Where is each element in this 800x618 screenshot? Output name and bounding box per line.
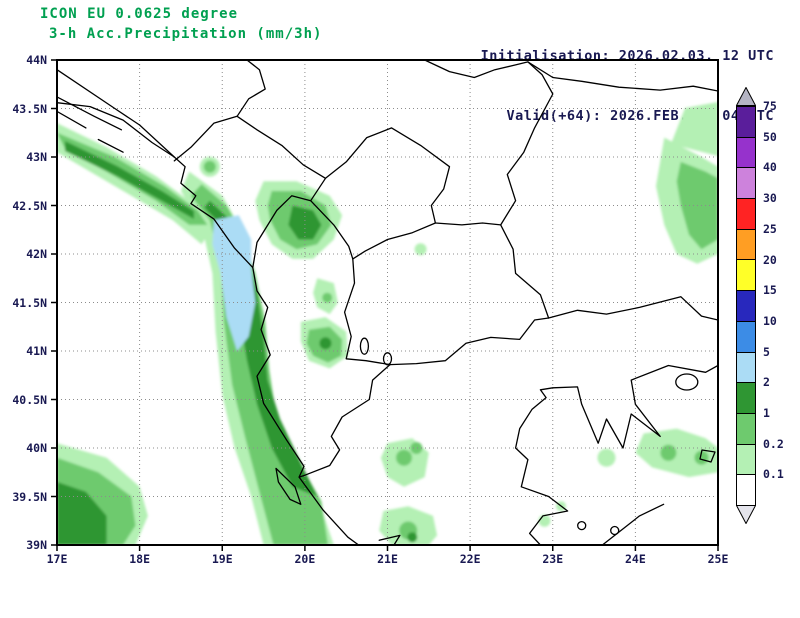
precip-area-dark <box>288 205 322 240</box>
border-kosovo <box>310 127 451 260</box>
colorbar-boundary-label: 15 <box>763 283 777 298</box>
border-macedonia-bulgaria <box>500 224 550 319</box>
precip-area-light <box>671 102 718 156</box>
colorbar-boundary-label: 10 <box>763 313 777 328</box>
lat-tick-label: 41N <box>26 344 47 358</box>
coastline-islands <box>97 138 124 153</box>
colorbar-boundary-label: 30 <box>763 191 777 206</box>
map-canvas <box>51 59 719 551</box>
lon-tick-label: 20E <box>294 552 316 566</box>
border-croatia-bosnia <box>57 102 175 158</box>
colorbar-segment <box>737 198 755 229</box>
island-euboea <box>601 503 665 545</box>
colorbar-segment <box>737 443 755 475</box>
border-bulgaria-greece <box>547 296 718 321</box>
axis-ticks <box>51 59 719 551</box>
coastline-aegean <box>514 364 718 545</box>
graticule <box>57 60 718 545</box>
map-frame <box>56 59 719 546</box>
island-corfu <box>275 467 302 505</box>
precip-area-dark <box>407 532 418 543</box>
lat-tick-label: 42.5N <box>12 198 47 213</box>
border-macedonia-greece <box>389 317 550 366</box>
island-limnos <box>699 449 716 463</box>
border-danube <box>424 60 718 92</box>
colorbar-segment <box>737 351 755 383</box>
colorbar-segment <box>737 290 755 321</box>
border-montenegro-albania <box>252 195 312 269</box>
lat-tick-label: 43N <box>26 150 47 164</box>
colorbar-segment <box>737 382 755 413</box>
precip-area-blue <box>212 215 256 351</box>
colorbar-segment <box>737 228 755 260</box>
precip-area-dark <box>65 141 194 219</box>
island-thasos <box>675 373 699 391</box>
lat-tick-label: 42N <box>26 247 47 261</box>
border-serbia-macedonia <box>434 222 502 226</box>
lon-tick-label: 19E <box>211 552 233 566</box>
lat-axis: 44N 43.5N 43N 42.5N 42N 41.5N 41N 40.5N 40N 39.5N… <box>0 0 47 618</box>
lake-ohrid <box>359 337 370 355</box>
lat-tick-label: 39N <box>26 538 47 552</box>
colorbar-boundary-label: 1 <box>763 406 770 420</box>
colorbar-boundary-label: 0.1 <box>763 467 784 482</box>
lat-tick-label: 39.5N <box>12 489 47 504</box>
colorbar-boundary-label: 2 <box>763 375 770 390</box>
precip-area-mid <box>660 444 677 461</box>
coastline-islands <box>57 110 87 129</box>
lon-tick-label: 17E <box>46 552 68 566</box>
precip-area-dark <box>204 200 318 497</box>
precip-area-mid <box>410 442 423 454</box>
lat-tick-label: 44N <box>26 53 47 67</box>
colorbar-boundary-label: 25 <box>763 221 777 236</box>
lake-prespa <box>382 352 393 366</box>
colorbar-segment <box>737 259 755 291</box>
colorbar-boundary-label: 5 <box>763 344 770 359</box>
lat-tick-label: 40.5N <box>12 392 47 407</box>
colorbar-segment <box>737 320 755 352</box>
borders-layer <box>57 60 718 545</box>
precip-area-mid <box>694 450 709 465</box>
precip-area-light <box>538 514 551 527</box>
lon-tick-label: 24E <box>624 552 646 566</box>
precip-area-light <box>597 448 616 467</box>
coastline-islands <box>57 96 123 131</box>
coastline-adriatic <box>57 69 360 545</box>
lat-tick-label: 43.5N <box>12 101 47 116</box>
precip-area-light <box>414 243 427 256</box>
precip-area-light <box>635 428 718 478</box>
precip-area-dark <box>57 481 107 545</box>
lon-tick-label: 23E <box>542 552 564 566</box>
colorbar-segment <box>737 412 755 444</box>
border-bosnia-montenegro-serbia <box>173 115 327 179</box>
coastline-gulf <box>378 534 401 545</box>
border-bosnia-serbia <box>236 60 266 117</box>
precip-area-dark <box>319 337 332 350</box>
precip-area-mid <box>322 292 333 303</box>
precip-area-mid <box>396 449 412 466</box>
colorbar-segment <box>737 167 755 199</box>
colorbar-boundary-label: 20 <box>763 252 777 267</box>
lon-tick-label: 21E <box>377 552 398 566</box>
border-albania-macedonia <box>343 258 391 366</box>
lon-tick-label: 25E <box>707 552 729 566</box>
border-serbia-bulgaria <box>500 61 554 226</box>
precip-area-mid <box>203 160 216 173</box>
colorbar-boundary-label: 0.2 <box>763 436 784 451</box>
parameter-title: 3-h Acc.Precipitation (mm/3h) <box>49 26 323 42</box>
lon-tick-label: 22E <box>459 552 481 566</box>
colorbar-segment <box>737 474 755 505</box>
colorbar-arrow-down-icon <box>736 505 756 524</box>
precipitation-layer <box>57 102 718 545</box>
lon-tick-label: 18E <box>129 552 151 566</box>
island-sporades <box>577 520 587 531</box>
border-albania-greece <box>298 363 391 478</box>
lat-tick-label: 41.5N <box>12 295 47 310</box>
island-sporades <box>610 525 620 536</box>
lat-tick-label: 40N <box>26 441 47 455</box>
model-title: ICON EU 0.0625 degree <box>40 6 239 22</box>
